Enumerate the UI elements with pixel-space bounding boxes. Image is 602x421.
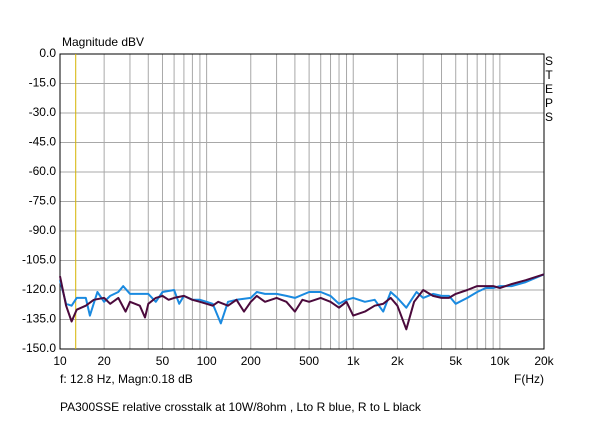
caption: PA300SSE relative crosstalk at 10W/8ohm … xyxy=(60,400,422,414)
x-tick-label: 200 xyxy=(241,354,261,368)
y-tick-label: -135.0 xyxy=(22,312,56,326)
x-tick-label: 20 xyxy=(97,354,111,368)
side-label-letter: E xyxy=(545,82,553,96)
y-tick-label: -15.0 xyxy=(29,76,57,90)
side-label-letter: T xyxy=(545,68,553,82)
side-label-letter: S xyxy=(545,110,553,124)
side-label-letter: S xyxy=(545,54,553,68)
y-tick-label: -90.0 xyxy=(29,223,57,237)
y-tick-label: -105.0 xyxy=(22,253,56,267)
side-label-letter: P xyxy=(545,96,553,110)
x-tick-label: 50 xyxy=(156,354,170,368)
series-line xyxy=(59,273,545,325)
x-tick-label: 10k xyxy=(490,354,510,368)
cursor-readout: f: 12.8 Hz, Magn:0.18 dB xyxy=(60,372,193,386)
y-tick-label: -45.0 xyxy=(29,135,57,149)
series-line xyxy=(59,273,545,331)
x-tick-label: 1k xyxy=(347,354,361,368)
x-tick-label: 2k xyxy=(391,354,405,368)
x-tick-label: 10 xyxy=(53,354,67,368)
plot-border xyxy=(59,53,545,350)
x-tick-label: 20k xyxy=(534,354,554,368)
y-tick-label: -120.0 xyxy=(22,282,56,296)
x-tick-label: 100 xyxy=(197,354,217,368)
y-tick-label: -60.0 xyxy=(29,164,57,178)
x-tick-label: 5k xyxy=(449,354,463,368)
x-axis-label: F(Hz) xyxy=(514,372,544,386)
x-tick-label: 500 xyxy=(299,354,319,368)
y-tick-label: 0.0 xyxy=(39,46,56,60)
y-tick-label: -150.0 xyxy=(22,341,56,355)
y-tick-label: -75.0 xyxy=(29,194,57,208)
y-tick-label: -30.0 xyxy=(29,105,57,119)
chart-title: Magnitude dBV xyxy=(62,35,144,49)
